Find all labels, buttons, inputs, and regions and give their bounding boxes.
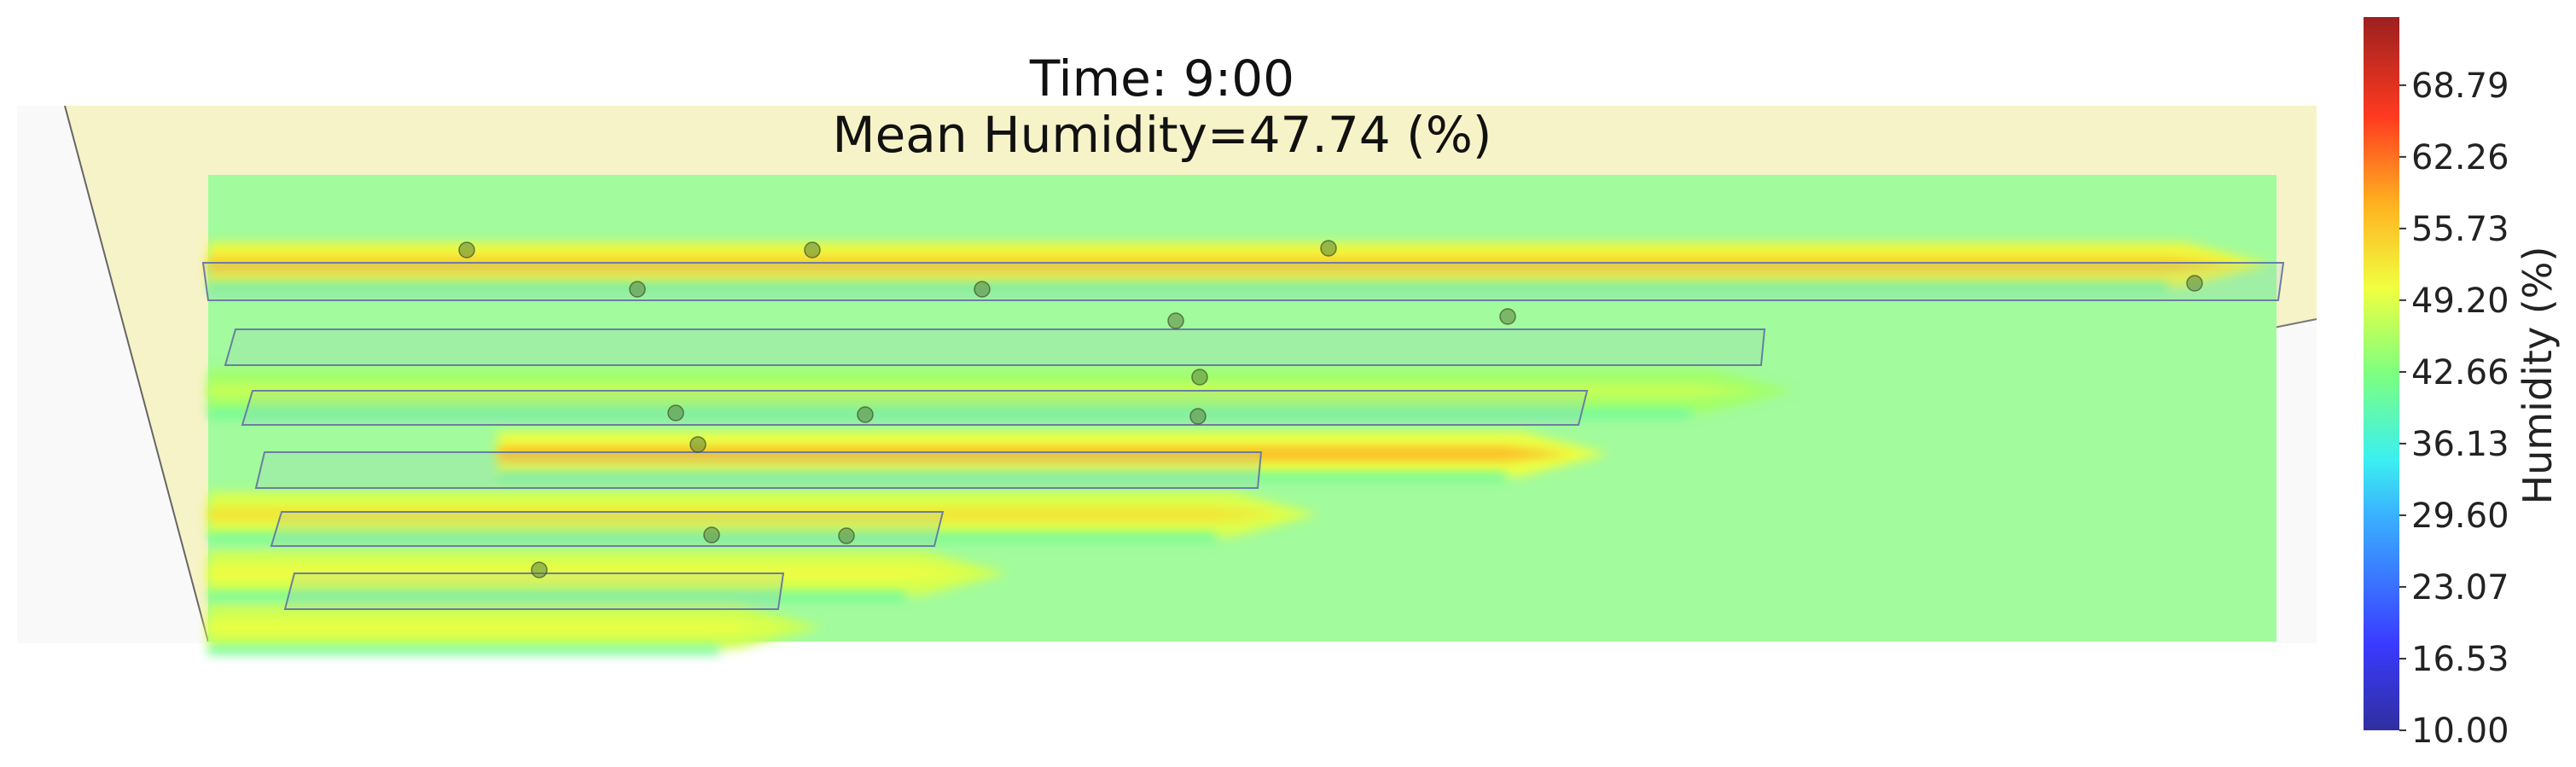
colorbar-ticks: 10.00 16.53 23.07 29.60 36.13 42.66 49.20 55.73… bbox=[2399, 67, 2509, 751]
shelf-4 bbox=[254, 451, 1263, 489]
colorbar-label: Humidity (%) bbox=[2515, 247, 2561, 505]
colorbar-tick-label-10: 68.79 bbox=[2411, 67, 2509, 106]
sensor-point-2 bbox=[804, 241, 821, 259]
sensor-point-14 bbox=[703, 526, 720, 543]
colorbar-tick-label-9: 62.26 bbox=[2411, 138, 2509, 177]
colorbar-tick-label-1: 10.00 bbox=[2411, 712, 2509, 751]
humidity-low-edge-6 bbox=[208, 646, 719, 654]
colorbar-tick-label-3: 23.07 bbox=[2411, 568, 2509, 607]
sensor-point-6 bbox=[2186, 275, 2203, 292]
shelf-1 bbox=[201, 262, 2285, 301]
sensor-point-8 bbox=[1499, 308, 1516, 325]
left-wall-edge bbox=[64, 105, 209, 642]
sensor-point-10 bbox=[667, 404, 684, 421]
colorbar-tick-label-7: 49.20 bbox=[2411, 282, 2509, 321]
sensor-point-15 bbox=[838, 527, 855, 544]
shelf-5 bbox=[270, 511, 945, 547]
colorbar-tick-label-6: 42.66 bbox=[2411, 353, 2509, 392]
sensor-point-1 bbox=[458, 241, 475, 259]
shelf-2 bbox=[224, 328, 1766, 366]
sensor-point-16 bbox=[531, 561, 548, 578]
chart-title-line-2: Mean Humidity=47.74 (%) bbox=[833, 106, 1492, 164]
shelf-6 bbox=[283, 572, 785, 610]
humidity-low-edge-1 bbox=[208, 283, 2167, 292]
humidity-peak-streak-3 bbox=[497, 447, 1573, 461]
humidity-low-edge-2 bbox=[208, 410, 1691, 418]
sensor-point-7 bbox=[1167, 312, 1184, 329]
humidity-low-edge-5 bbox=[208, 592, 905, 601]
shelf-3 bbox=[241, 390, 1589, 426]
chart-title-line-1: Time: 9:00 bbox=[1029, 49, 1294, 107]
colorbar-tick-label-4: 29.60 bbox=[2411, 497, 2509, 536]
sensor-point-13 bbox=[689, 436, 707, 453]
colorbar-tick-label-5: 36.13 bbox=[2411, 425, 2509, 464]
planting-shelves bbox=[201, 262, 2285, 610]
sensor-point-11 bbox=[857, 406, 874, 423]
sensor-point-9 bbox=[1191, 369, 1208, 386]
colorbar bbox=[2364, 17, 2399, 730]
sensor-points bbox=[458, 240, 2203, 578]
humidity-low-edge-3 bbox=[497, 473, 1505, 481]
colorbar-tick-label-8: 55.73 bbox=[2411, 210, 2509, 249]
humidity-peak-streak-6 bbox=[208, 620, 788, 634]
sensor-point-12 bbox=[1189, 408, 1207, 425]
sensor-point-5 bbox=[974, 281, 991, 298]
colorbar-tick-label-2: 16.53 bbox=[2411, 640, 2509, 679]
sensor-point-4 bbox=[629, 281, 646, 298]
sensor-point-3 bbox=[1320, 240, 1337, 257]
humidity-peak-streak-1 bbox=[208, 258, 2236, 271]
